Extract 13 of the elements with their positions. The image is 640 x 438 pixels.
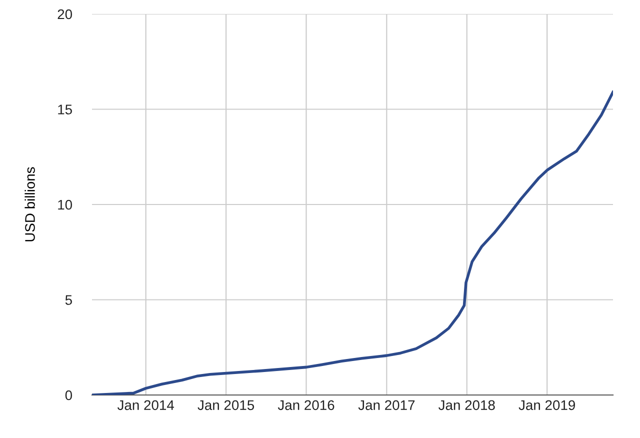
y-tick-label: 5: [65, 295, 72, 305]
y-tick-label: 15: [58, 104, 72, 114]
y-axis-title: USD billions: [24, 167, 35, 242]
line-series: [92, 90, 613, 395]
y-tick-label: 0: [65, 390, 72, 400]
x-tick-label: Jan 2019: [518, 400, 575, 410]
x-tick-label: Jan 2015: [198, 400, 254, 410]
x-tick-label: Jan 2016: [278, 400, 334, 410]
x-tick-label: Jan 2017: [358, 400, 415, 410]
y-tick-label: 10: [58, 200, 72, 210]
x-tick-label: Jan 2018: [438, 400, 495, 410]
x-tick-label: Jan 2014: [117, 400, 174, 410]
y-tick-label: 20: [58, 9, 72, 20]
